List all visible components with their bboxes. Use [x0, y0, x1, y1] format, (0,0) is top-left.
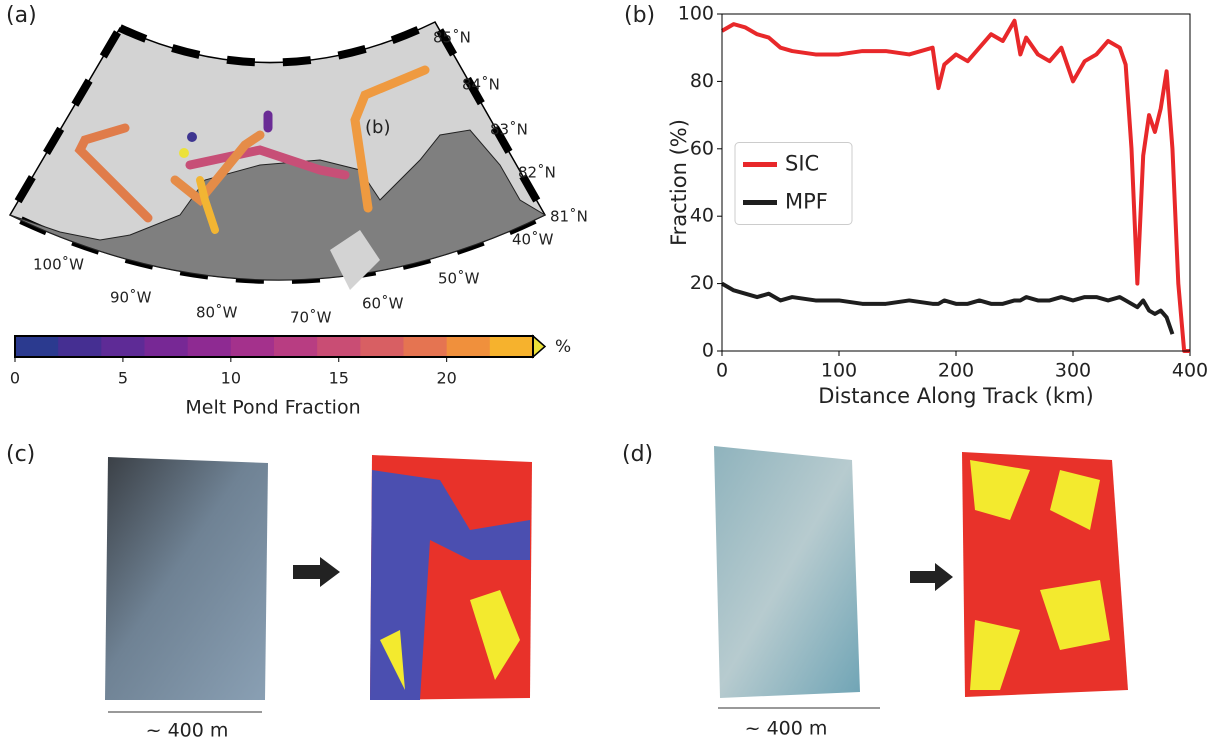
aerial-photo	[105, 457, 268, 700]
colorbar-segment	[274, 336, 318, 357]
y-tick-label: 80	[690, 70, 714, 92]
panel-label: (c)	[6, 442, 35, 467]
figure: (a) (b) (c) (d) (b) 85˚N 84˚N 83˚N 82˚N …	[0, 0, 1217, 742]
colorbar-tick-label: 15	[329, 369, 349, 388]
colorbar-segment	[101, 336, 145, 357]
colorbar-segment	[490, 336, 534, 357]
x-tick-label: 300	[1055, 360, 1091, 382]
y-axis-label: Fraction (%)	[667, 119, 691, 246]
y-tick-label: 40	[690, 205, 714, 227]
lat-label: 83˚N	[490, 121, 528, 139]
lat-label: 85˚N	[433, 29, 471, 47]
lon-label: 70˚W	[290, 309, 332, 327]
y-tick-label: 60	[690, 137, 714, 159]
x-tick-label: 400	[1172, 360, 1208, 382]
aerial-photo	[714, 446, 860, 698]
colorbar-label: Melt Pond Fraction	[185, 397, 360, 419]
line-chart: 0 20 40 60 80 100 0 100 200 300 400 Distance Along …	[667, 3, 1208, 409]
colorbar-tick-label: 20	[436, 369, 456, 388]
y-tick-label: 0	[702, 340, 714, 362]
arrow	[293, 557, 340, 587]
track	[187, 132, 197, 142]
colorbar-segment	[231, 336, 275, 357]
colorbar-tick-label: 10	[221, 369, 241, 388]
colorbar-segment	[447, 336, 491, 357]
lat-label: 82˚N	[518, 164, 556, 182]
track	[179, 148, 189, 158]
x-tick-label: 100	[821, 360, 857, 382]
legend-label: MPF	[785, 190, 828, 214]
colorbar-segment	[188, 336, 232, 357]
lon-label: 80˚W	[196, 304, 238, 322]
colorbar: 0 5 10 15 20	[10, 336, 545, 388]
y-tick-label: 20	[690, 272, 714, 294]
colorbar-tick-label: 0	[10, 369, 20, 388]
scale-label: ~ 400 m	[745, 718, 828, 740]
lon-label: 90˚W	[110, 289, 152, 307]
x-axis-label: Distance Along Track (km)	[818, 384, 1094, 408]
panel-label: (d)	[622, 442, 653, 467]
y-tick-label: 100	[678, 3, 714, 25]
legend-label: SIC	[785, 152, 819, 176]
lon-label: 50˚W	[438, 270, 480, 288]
arrow	[910, 563, 953, 591]
series-line	[722, 284, 1172, 335]
panel-label: (b)	[624, 3, 655, 28]
colorbar-segment	[145, 336, 189, 357]
lon-label: 40˚W	[512, 231, 554, 249]
map: (b) 85˚N 84˚N 83˚N 82˚N 81˚N 100˚W 90˚W …	[10, 22, 588, 327]
colorbar-extension	[533, 336, 545, 357]
x-tick-label: 0	[716, 360, 728, 382]
track-label: (b)	[365, 117, 390, 138]
lon-label: 60˚W	[362, 295, 404, 313]
x-tick-label: 200	[938, 360, 974, 382]
colorbar-segment	[404, 336, 448, 357]
colorbar-segment	[317, 336, 361, 357]
lat-label: 84˚N	[462, 76, 500, 94]
colorbar-segment	[58, 336, 102, 357]
colorbar-tick-label: 5	[118, 369, 128, 388]
colorbar-segment	[15, 336, 59, 357]
lon-label: 100˚W	[33, 256, 84, 274]
colorbar-unit: %	[555, 337, 571, 357]
scale-label: ~ 400 m	[146, 720, 229, 742]
lat-label: 81˚N	[550, 208, 588, 226]
colorbar-segment	[360, 336, 404, 357]
panel-label: (a)	[6, 3, 37, 28]
